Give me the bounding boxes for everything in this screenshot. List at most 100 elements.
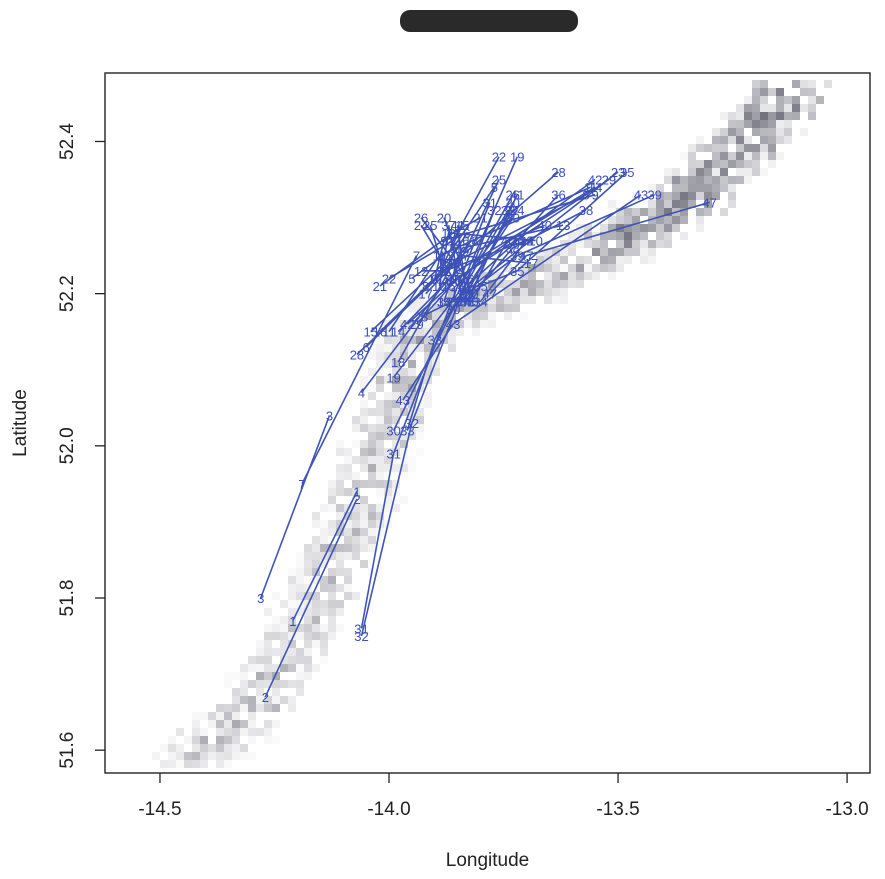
- density-cell: [776, 128, 784, 136]
- density-cell: [448, 328, 456, 336]
- density-cell: [704, 168, 712, 176]
- density-cell: [208, 712, 216, 720]
- density-cell: [808, 88, 816, 96]
- density-cell: [288, 640, 296, 648]
- density-cell: [768, 88, 776, 96]
- density-cell: [344, 536, 352, 544]
- density-cell: [776, 88, 784, 96]
- density-cell: [744, 112, 752, 120]
- density-cell: [600, 224, 608, 232]
- density-cell: [320, 584, 328, 592]
- density-cell: [808, 96, 816, 104]
- density-cell: [376, 448, 384, 456]
- density-cell: [496, 296, 504, 304]
- density-cell: [328, 584, 336, 592]
- point-label: 26: [460, 271, 474, 286]
- density-cell: [816, 96, 824, 104]
- density-cell: [360, 528, 368, 536]
- density-cell: [232, 696, 240, 704]
- density-cell: [224, 672, 232, 680]
- density-cell: [480, 304, 488, 312]
- density-cell: [312, 544, 320, 552]
- density-cell: [576, 256, 584, 264]
- density-cell: [608, 232, 616, 240]
- density-cell: [472, 320, 480, 328]
- point-label: 37: [455, 294, 469, 309]
- density-cell: [392, 320, 400, 328]
- density-cell: [544, 256, 552, 264]
- density-cell: [680, 216, 688, 224]
- density-cell: [480, 296, 488, 304]
- density-cell: [720, 152, 728, 160]
- density-cell: [744, 104, 752, 112]
- density-cell: [560, 272, 568, 280]
- density-cell: [520, 280, 528, 288]
- density-cell: [496, 304, 504, 312]
- density-cell: [592, 248, 600, 256]
- density-cell: [368, 464, 376, 472]
- density-cell: [432, 344, 440, 352]
- density-cell: [160, 744, 168, 752]
- density-cell: [752, 144, 760, 152]
- density-cell: [712, 176, 720, 184]
- density-cell: [368, 528, 376, 536]
- density-cell: [272, 736, 280, 744]
- density-cell: [520, 264, 528, 272]
- density-cell: [720, 160, 728, 168]
- point-label: 34: [473, 294, 487, 309]
- density-cell: [176, 728, 184, 736]
- density-cell: [240, 704, 248, 712]
- density-cell: [752, 160, 760, 168]
- density-cell: [248, 704, 256, 712]
- density-cell: [656, 216, 664, 224]
- density-cell: [216, 728, 224, 736]
- density-cell: [768, 152, 776, 160]
- density-cell: [792, 80, 800, 88]
- density-cell: [312, 552, 320, 560]
- density-cell: [600, 256, 608, 264]
- density-cell: [520, 296, 528, 304]
- density-cell: [728, 176, 736, 184]
- density-cell: [664, 216, 672, 224]
- density-cell: [720, 208, 728, 216]
- density-cell: [232, 720, 240, 728]
- density-cell: [784, 136, 792, 144]
- density-cell: [720, 152, 728, 160]
- density-cell: [576, 272, 584, 280]
- density-cell: [368, 352, 376, 360]
- density-cell: [384, 328, 392, 336]
- density-cell: [328, 544, 336, 552]
- density-cell: [424, 368, 432, 376]
- density-cell: [528, 264, 536, 272]
- density-cell: [584, 232, 592, 240]
- density-cell: [272, 672, 280, 680]
- point-label: 24: [414, 218, 428, 233]
- density-cell: [400, 376, 408, 384]
- density-cell: [192, 752, 200, 760]
- density-cell: [288, 640, 296, 648]
- density-cell: [336, 560, 344, 568]
- density-cell: [688, 176, 696, 184]
- density-cell: [360, 480, 368, 488]
- density-cell: [600, 248, 608, 256]
- density-cell: [696, 168, 704, 176]
- density-cell: [576, 272, 584, 280]
- density-cell: [576, 264, 584, 272]
- density-cell: [584, 224, 592, 232]
- density-cell: [376, 480, 384, 488]
- density-cell: [344, 472, 352, 480]
- density-cell: [192, 760, 200, 768]
- density-cell: [384, 488, 392, 496]
- density-cell: [312, 576, 320, 584]
- density-cell: [808, 112, 816, 120]
- density-cell: [736, 136, 744, 144]
- density-cell: [208, 712, 216, 720]
- density-cell: [400, 376, 408, 384]
- density-cell: [664, 224, 672, 232]
- density-cell: [304, 544, 312, 552]
- density-cell: [656, 224, 664, 232]
- density-cell: [712, 168, 720, 176]
- density-cell: [688, 168, 696, 176]
- density-cell: [280, 600, 288, 608]
- density-cell: [528, 264, 536, 272]
